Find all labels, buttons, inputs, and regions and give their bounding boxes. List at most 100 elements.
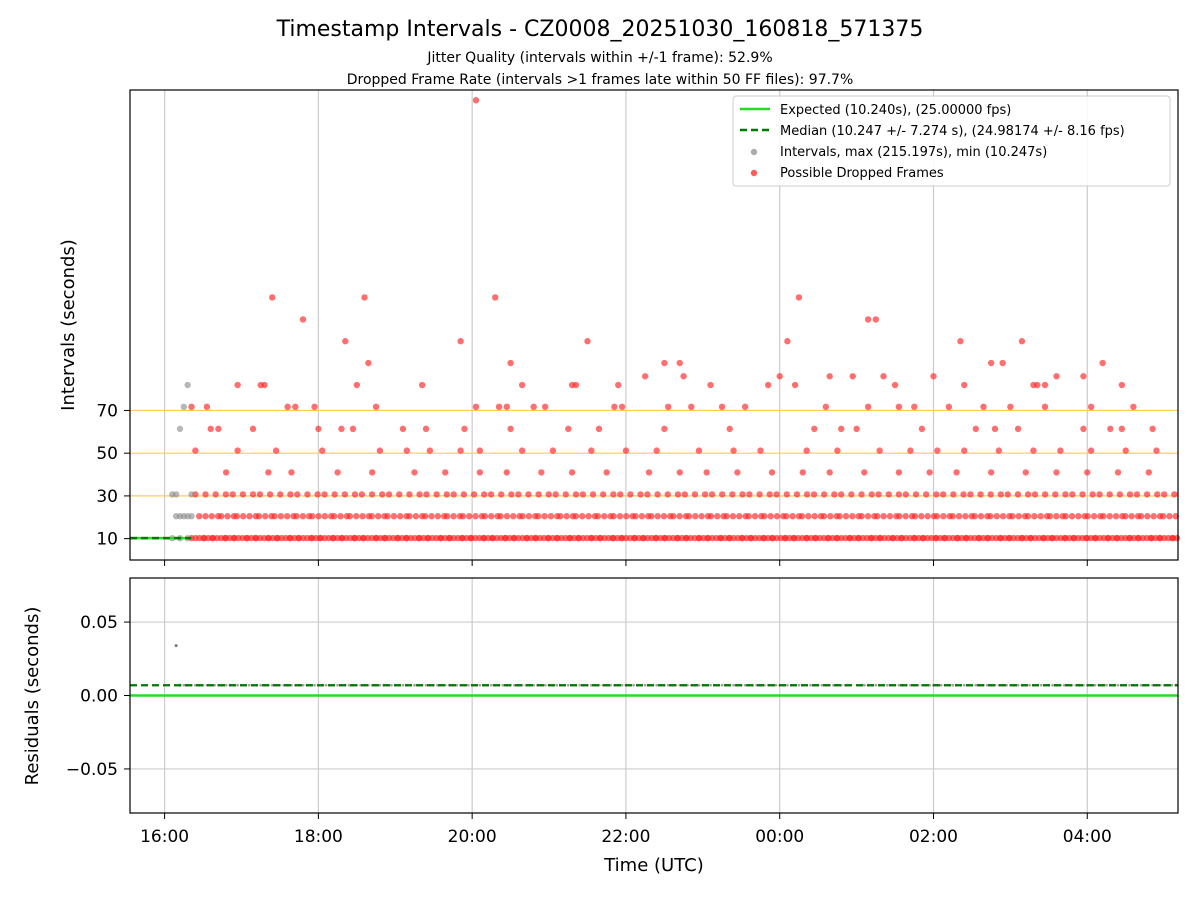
dropped-frame-point [594,513,602,520]
dropped-frame-point [741,403,749,411]
residual-point [885,683,889,687]
dropped-frame-point [470,491,478,498]
dropped-frame-point [384,513,391,520]
dropped-frame-point [334,469,341,476]
dropped-frame-point [257,381,264,389]
dropped-frame-point [826,469,833,476]
dropped-frame-point [685,513,693,520]
dropped-frame-point [315,513,322,520]
dropped-frame-point [764,381,772,389]
dropped-frame-point [466,513,473,520]
dropped-frame-point [535,513,542,520]
dropped-frame-point [734,469,741,476]
residual-point [466,683,470,687]
dropped-frame-point [707,513,715,520]
dropped-frame-point [265,469,272,476]
residual-point [489,683,493,687]
dropped-frame-point [572,513,580,520]
dropped-frame-point [896,513,903,520]
dropped-frame-point [670,513,677,520]
dropped-frame-point [579,513,586,520]
dropped-frame-point [508,491,515,498]
dropped-frame-point [423,491,430,498]
dropped-frame-point [987,359,995,367]
residual-point [1051,683,1055,687]
dropped-frame-point [858,491,865,498]
dropped-frame-point [385,491,393,498]
dropped-frame-point [874,513,881,520]
dropped-frame-point [311,403,318,411]
dropped-frame-point [589,491,597,498]
dropped-frame-point [217,513,225,520]
dropped-frame-point [368,491,376,498]
intervals-y-tick-label: 50 [96,444,118,464]
dropped-frame-point [638,513,646,520]
dropped-frame-point [848,491,855,498]
dropped-frame-point [922,491,930,498]
dropped-frame-point [999,359,1006,367]
dropped-frame-point [341,491,349,498]
dropped-frame-point [518,381,526,389]
dropped-frame-point [681,491,689,498]
dropped-frame-point [196,513,203,520]
dropped-frame-point [503,513,511,520]
residual-point [1039,683,1043,687]
dropped-frame-point [315,425,322,433]
residual-point [962,683,966,687]
dropped-frame-point [422,425,430,433]
residual-point [666,683,670,687]
dropped-frame-point [497,513,504,520]
residual-point [378,683,382,687]
dropped-frame-point [1046,513,1054,520]
dropped-frame-point [911,403,918,411]
dropped-frame-point [1037,513,1044,520]
dropped-frame-point [798,513,806,520]
dropped-frame-point [653,447,660,454]
dropped-frame-point [444,513,451,520]
dropped-frame-point [1159,513,1167,520]
residual-point [1128,683,1131,687]
dropped-frame-point [632,513,639,520]
dropped-frame-point [838,491,845,498]
residual-point [632,683,636,687]
intervals-y-tick-label: 10 [96,530,118,550]
dropped-frame-point [977,513,985,520]
residual-point [1139,683,1143,687]
residual-point [301,683,305,687]
dropped-frame-point [416,491,423,498]
dropped-frame-point [488,513,495,520]
dropped-frame-point [503,469,510,476]
dropped-frame-point [319,447,326,454]
dropped-frame-point [271,513,278,520]
dropped-frame-point [714,513,721,520]
dropped-frame-point [902,513,909,520]
dropped-frame-point [203,403,211,411]
dropped-frame-point [1031,491,1039,498]
dropped-frame-point [1024,513,1032,520]
dropped-frame-point [1166,513,1173,520]
dropped-frame-point [940,513,947,520]
dropped-frame-point [503,403,510,411]
dropped-frame-point [622,447,630,454]
residual-point [578,683,582,687]
dropped-frame-point [783,513,790,520]
dropped-frame-point [1014,491,1022,498]
dropped-frame-point [799,469,806,476]
legend: Expected (10.240s), (25.00000 fps) Media… [732,95,1171,187]
interval-point [184,381,191,389]
dropped-frame-point [1053,373,1060,380]
dropped-frame-point [378,491,386,498]
dropped-frame-point [1057,447,1064,454]
dropped-frame-point [562,491,570,498]
residual-point [1028,683,1032,687]
dropped-frame-point [349,425,357,433]
interval-point [180,403,188,411]
dropped-frame-point [229,491,236,498]
dropped-frame-point [585,513,592,520]
x-tick-label: 22:00 [601,827,650,847]
dropped-frame-point [321,491,328,498]
residual-point [401,683,405,687]
dropped-frame-point [645,469,653,476]
dropped-frame-point [188,403,195,411]
dropped-frame-point [331,491,338,498]
